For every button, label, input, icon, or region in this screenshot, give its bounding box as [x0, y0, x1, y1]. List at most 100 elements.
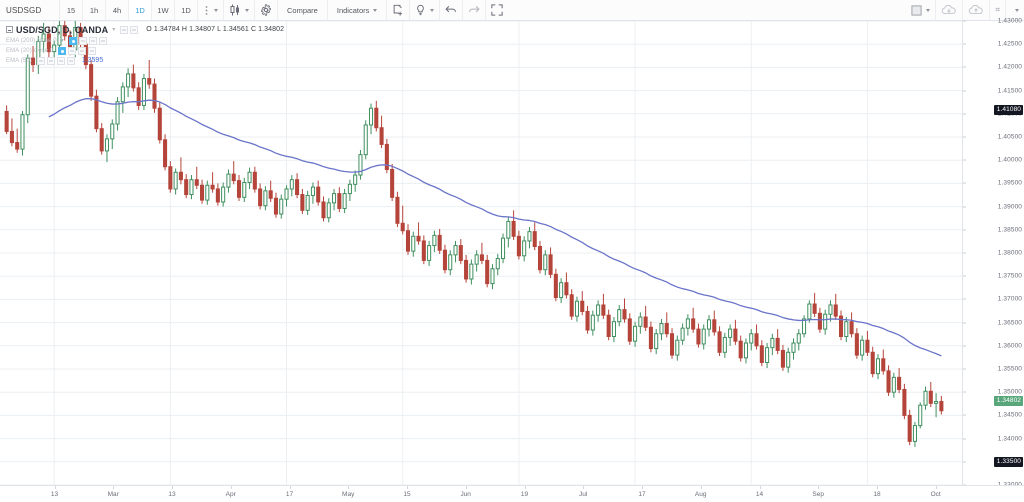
eye-toggle-button[interactable] [58, 46, 67, 55]
axis-tick-mark [963, 391, 966, 393]
chevron-down-icon [373, 8, 378, 12]
price-axis-tick: 1.36000 [997, 342, 1022, 350]
redo-button[interactable] [463, 0, 487, 20]
cloud-download-icon [941, 4, 957, 16]
compare-button[interactable]: Compare [278, 0, 328, 20]
move-button[interactable] [56, 56, 65, 65]
vertical-dots-icon [203, 5, 210, 16]
symbol-value: USDSGD [6, 5, 42, 15]
chevron-down-icon [1015, 8, 1019, 12]
legend-study-row-2: EMA (20) close 0 [6, 46, 426, 55]
axis-tick-mark [963, 43, 966, 45]
alert-button[interactable] [410, 0, 441, 20]
time-axis-tick: Sep [812, 491, 824, 498]
timeframe-label: 1h [89, 5, 99, 15]
time-axis[interactable]: 13 Mar 13 Apr 17 May 15 Jun 19 Jul 17 Aug 14 Sep 18 Oct [0, 485, 1024, 502]
axis-tick-mark [963, 20, 966, 22]
axis-tick-mark [963, 461, 966, 463]
price-axis-tick: 1.34500 [997, 411, 1022, 419]
chevron-down-icon[interactable]: ▾ [60, 38, 64, 44]
axis-tick-mark [963, 206, 966, 208]
price-axis-tick: 1.38500 [997, 226, 1022, 234]
timeframe-4h[interactable]: 4h [106, 0, 129, 20]
axis-tick-mark [963, 159, 966, 161]
load-layout-button[interactable] [936, 0, 964, 20]
more-intervals-button[interactable] [198, 0, 224, 20]
legend-study-row-3: EMA (50) 1.3595 [6, 56, 426, 65]
eye-toggle-button[interactable] [120, 25, 129, 34]
price-axis-tick: 1.40000 [997, 156, 1022, 164]
eye-toggle-button[interactable] [36, 56, 45, 65]
axis-tick-mark [935, 486, 937, 489]
axis-tick-mark [407, 486, 408, 489]
time-axis-tick: Jun [460, 491, 471, 498]
save-layout-button[interactable] [963, 0, 991, 20]
settings-button[interactable] [46, 56, 55, 65]
price-marker-badge: 1.41080 [993, 105, 1023, 116]
settings-button[interactable] [130, 25, 139, 34]
price-axis[interactable]: 1.430001.425001.420001.415001.410001.405… [962, 18, 1024, 489]
collapse-icon[interactable] [6, 26, 13, 33]
axis-tick-mark [963, 438, 966, 440]
time-axis-tick: Mar [107, 491, 119, 498]
chart-settings-button[interactable] [255, 0, 278, 20]
price-axis-tick: 1.36500 [997, 319, 1022, 327]
settings-button[interactable] [68, 46, 77, 55]
legend-main-row: USD/SGD, D, OANDA ▾ O 1.34784 H 1.34807 … [6, 24, 426, 35]
price-axis-tick: 1.34000 [997, 435, 1022, 443]
axis-tick-mark [348, 486, 350, 489]
indicators-button[interactable]: Indicators [328, 0, 388, 20]
save-template-button[interactable] [387, 0, 411, 20]
axis-tick-mark [818, 486, 820, 489]
chart-style-button[interactable] [224, 0, 255, 20]
chevron-down-icon [926, 8, 931, 12]
move-button[interactable] [88, 36, 97, 45]
chevron-down-icon[interactable]: ▾ [112, 27, 116, 33]
snapshot-menu-button[interactable] [1006, 0, 1024, 20]
remove-button[interactable] [98, 36, 107, 45]
layout-icon [911, 4, 923, 16]
symbol-search-input[interactable]: USDSGD [0, 0, 60, 20]
remove-button[interactable] [66, 56, 75, 65]
compare-label: Compare [287, 5, 318, 15]
legend-main-buttons [120, 25, 140, 34]
time-axis-tick: Oct [930, 491, 941, 498]
timeframe-1h[interactable]: 1h [83, 0, 106, 20]
axis-tick-mark [963, 182, 966, 184]
chart-container: 1.430001.425001.420001.415001.410001.405… [0, 18, 1024, 502]
snapshot-button[interactable]: ⌗ [990, 0, 1006, 20]
axis-tick-mark [963, 229, 966, 231]
timeframe-label: 1D [181, 5, 191, 15]
chart-plot-area[interactable] [0, 21, 962, 485]
timeframe-1d[interactable]: 1D [175, 0, 198, 20]
settings-button[interactable] [78, 36, 87, 45]
time-axis-tick: 18 [873, 491, 881, 498]
time-axis-tick: Jul [579, 491, 588, 498]
eye-toggle-button[interactable] [68, 36, 77, 45]
axis-tick-mark [963, 66, 966, 68]
axis-tick-mark [963, 136, 966, 138]
timeframe-15[interactable]: 15 [60, 0, 83, 20]
timeframe-label: 1D [135, 5, 145, 15]
timeframe-1w[interactable]: 1W [152, 0, 175, 20]
axis-tick-mark [759, 486, 761, 489]
axis-tick-mark [642, 486, 643, 489]
undo-button[interactable] [440, 0, 464, 20]
timeframe-label: 4h [112, 5, 122, 15]
fullscreen-button[interactable] [486, 0, 508, 20]
study-buttons [68, 36, 109, 45]
timeframe-label: 1W [157, 5, 169, 15]
move-button[interactable] [78, 46, 87, 55]
axis-tick-mark [700, 486, 702, 489]
snapshot-label: ⌗ [995, 5, 1000, 14]
price-axis-tick: 1.38000 [997, 249, 1022, 257]
timeframe-1d-active[interactable]: 1D [129, 0, 152, 20]
layout-button[interactable] [906, 0, 937, 20]
save-template-icon [392, 4, 404, 16]
chevron-down-icon [214, 8, 218, 12]
axis-tick-mark [963, 113, 966, 115]
top-toolbar: USDSGD 15 1h 4h 1D 1W 1D [0, 0, 1024, 21]
time-axis-tick: 17 [638, 491, 646, 498]
remove-button[interactable] [88, 46, 97, 55]
time-axis-tick: 13 [50, 491, 59, 498]
